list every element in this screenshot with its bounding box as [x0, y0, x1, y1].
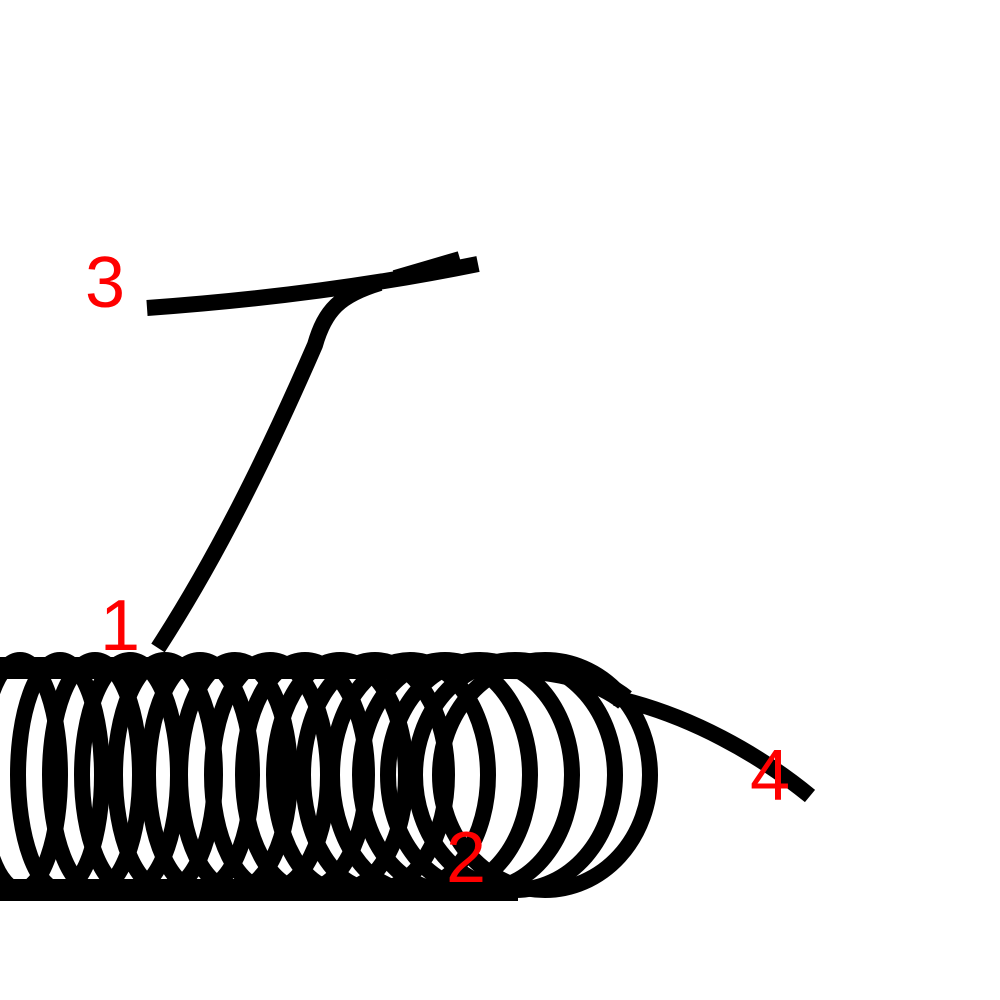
lead-wire-1-to-3 — [151, 275, 383, 653]
label-1: 1 — [100, 586, 140, 666]
crossbar-wire-3-overlap — [392, 251, 463, 286]
coil-spring — [0, 652, 658, 901]
label-4: 4 — [750, 736, 790, 816]
lead-wire-4 — [613, 690, 816, 803]
label-3: 3 — [85, 243, 125, 323]
label-2: 2 — [446, 818, 486, 898]
coil-top-edge — [0, 657, 632, 709]
